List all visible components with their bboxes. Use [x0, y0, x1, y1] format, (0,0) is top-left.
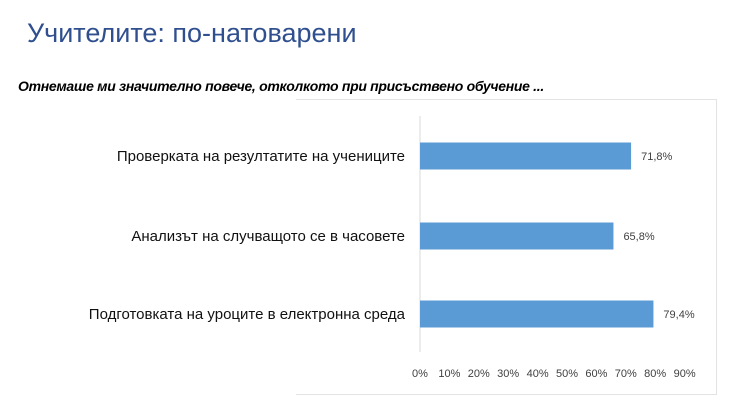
x-tick-label: 50%: [556, 368, 578, 380]
category-label: Проверката на резултатите на учениците: [117, 148, 405, 165]
x-tick-label: 20%: [468, 368, 490, 380]
category-label: Подготовката на уроците в електронна сре…: [89, 306, 406, 323]
slide-title: Учителите: по-натоварени: [27, 18, 357, 48]
x-tick-label: 60%: [585, 368, 607, 380]
x-tick-label: 40%: [527, 368, 549, 380]
bar: [420, 300, 654, 328]
x-tick-label: 0%: [412, 368, 428, 380]
chart-subtitle: Отнемаше ми значително повече, отколкото…: [18, 78, 544, 94]
x-tick-label: 30%: [497, 368, 519, 380]
bar: [420, 142, 632, 170]
data-label: 79,4%: [663, 309, 694, 321]
chart-frame: [296, 99, 717, 395]
x-tick-label: 90%: [674, 368, 696, 380]
category-label: Анализът на случващото се в часовете: [131, 228, 405, 245]
bar: [420, 222, 614, 250]
data-label: 65,8%: [623, 231, 654, 243]
x-tick-label: 70%: [615, 368, 637, 380]
x-tick-label: 10%: [438, 368, 460, 380]
x-tick-label: 80%: [644, 368, 666, 380]
data-label: 71,8%: [641, 151, 672, 163]
